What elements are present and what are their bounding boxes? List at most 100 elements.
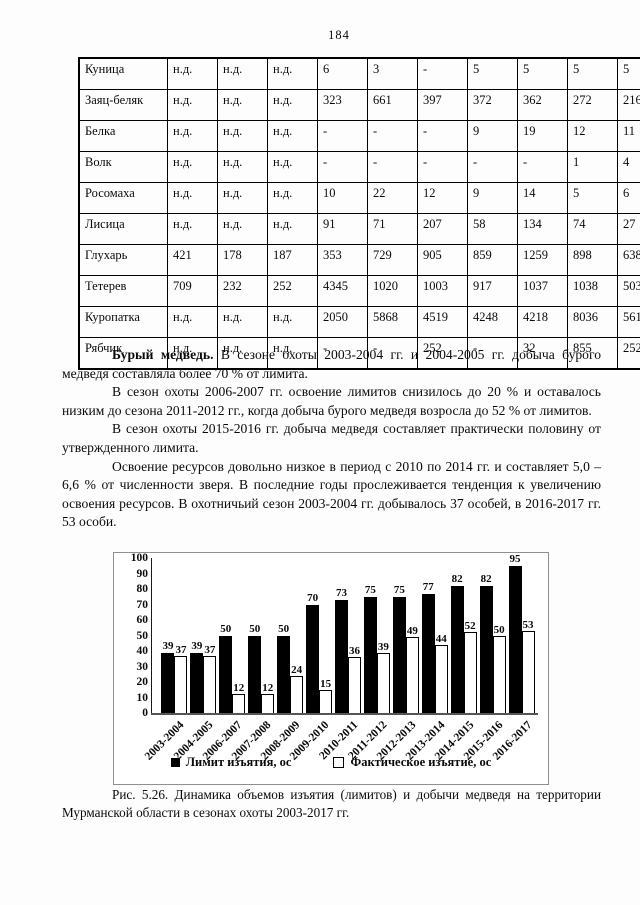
y-axis-tick-label: 20: [136, 676, 149, 688]
table-cell: 5: [567, 182, 618, 214]
bar-value-label: 12: [262, 682, 274, 695]
table-cell: 134: [517, 213, 568, 245]
table-cell: -: [367, 337, 418, 370]
actual-bar: 49: [405, 625, 419, 713]
species-harvest-table: Куница н.д. н.д. н.д. 6 3-5 5 5 5 Заяц-беляк н.д. н…: [78, 57, 640, 370]
table-cell: 10: [317, 182, 368, 214]
chart-legend: Лимит изъятия, ос Фактическое изъятие, ос: [114, 755, 548, 770]
y-axis-tick-label: 40: [136, 645, 149, 657]
table-cell: -: [517, 151, 568, 183]
table-cell: 905: [417, 244, 468, 276]
bar-value-label: 39: [377, 640, 389, 653]
bar-value-label: 50: [220, 622, 232, 635]
table-cell: 1: [567, 151, 618, 183]
table-cell: 1259: [517, 244, 568, 276]
table-cell: 252: [617, 337, 640, 370]
bar-value-label: 37: [175, 643, 187, 656]
bar-group: 39 37: [160, 558, 189, 713]
actual-bar: 24: [290, 664, 304, 713]
bar-value-label: 50: [493, 623, 505, 636]
table-cell: н.д.: [217, 120, 268, 152]
y-axis-tick-label: 10: [136, 691, 149, 704]
species-name-cell: Глухарь: [78, 244, 168, 276]
table-cell: 709: [167, 275, 218, 307]
limit-bar: 39: [190, 640, 204, 713]
y-axis-tick-label: 100: [130, 552, 148, 564]
table-cell: 4248: [467, 306, 518, 338]
actual-bar: 52: [463, 620, 477, 713]
table-cell: 5616: [617, 306, 640, 338]
species-name-cell: Белка: [78, 120, 168, 152]
limit-bar: 82: [450, 573, 464, 713]
table-row: Заяц-беляк н.д. н.д. н.д. 323 661 397 372 362 272…: [78, 89, 640, 121]
table-cell: 22: [367, 182, 418, 214]
body-text: Бурый медведь. В сезоне охоты 2003-2004 …: [62, 346, 601, 532]
table-cell: н.д.: [267, 337, 318, 370]
table-cell: 5: [567, 57, 618, 90]
table-cell: 8036: [567, 306, 618, 338]
table-cell: н.д.: [267, 213, 318, 245]
bar-group: 82 50: [478, 558, 507, 713]
species-name-cell: Волк: [78, 151, 168, 183]
table-row: Тетерев 709 232 252 4345 1020 1003 917 1037 1038 5…: [78, 275, 640, 307]
table-cell: 4519: [417, 306, 468, 338]
paragraph-bear-intro: Бурый медведь. В сезоне охоты 2003-2004 …: [62, 346, 601, 383]
table-cell: 353: [317, 244, 368, 276]
table-cell: 3: [367, 57, 418, 90]
table-cell: 187: [267, 244, 318, 276]
limit-bar: 39: [161, 640, 175, 713]
empty-square-icon: [333, 757, 345, 768]
bar-value-label: 12: [233, 682, 245, 695]
page-number: 184: [328, 28, 350, 42]
bar-group: 39 37: [189, 558, 218, 713]
table-cell: н.д.: [267, 182, 318, 214]
bar-value-label: 39: [162, 639, 174, 652]
table-cell: н.д.: [167, 120, 218, 152]
paragraph-resource-use: Освоение ресурсов довольно низкое в пери…: [62, 458, 601, 530]
actual-bar: 50: [492, 624, 506, 713]
y-axis-tick-label: 30: [136, 660, 149, 673]
table-cell: 5: [617, 57, 640, 90]
table-cell: 91: [317, 213, 368, 245]
table-cell: 19: [517, 120, 568, 152]
bar-value-label: 70: [307, 591, 319, 604]
table-cell: 917: [467, 275, 518, 307]
table-cell: н.д.: [267, 151, 318, 183]
legend-label: Фактическое изъятие, ос: [350, 755, 492, 769]
table-cell: -: [417, 151, 468, 183]
actual-bar: 12: [232, 682, 246, 713]
table-cell: -: [467, 337, 518, 370]
limit-bar: 50: [219, 623, 233, 713]
table-row: Куропатка н.д. н.д. н.д. 2050 5868 4519 4248 421…: [78, 306, 640, 338]
table-cell: 1037: [517, 275, 568, 307]
limit-bar: 73: [334, 587, 348, 713]
species-name-cell: Куропатка: [78, 306, 168, 338]
table-cell: н.д.: [217, 213, 268, 245]
bar-group: 95 53: [507, 553, 536, 713]
bar-group: 50 12: [218, 558, 247, 713]
table-cell: 503: [617, 275, 640, 307]
y-axis-tick-label: 60: [136, 614, 149, 626]
bar-value-label: 82: [480, 572, 492, 585]
bar-value-label: 39: [191, 639, 203, 652]
legend-label: Лимит изъятия, ос: [185, 755, 292, 769]
bar-group: 50 24: [276, 558, 305, 713]
table-cell: 397: [417, 89, 468, 121]
table-cell: н.д.: [217, 306, 268, 338]
limit-bar: 82: [479, 573, 493, 713]
table-cell: 178: [217, 244, 268, 276]
bar-group: 77 44: [420, 558, 449, 713]
table-cell: 1038: [567, 275, 618, 307]
table-cell: 5: [467, 57, 518, 90]
actual-bar: 36: [347, 645, 361, 713]
species-name-cell: Куница: [78, 57, 168, 90]
bar-value-label: 50: [249, 622, 261, 635]
table-cell: н.д.: [267, 89, 318, 121]
limit-bar: 70: [306, 592, 320, 713]
bar-value-label: 73: [335, 586, 347, 599]
table-row: Волк н.д. н.д. н.д. - - - - -1 4: [78, 151, 640, 183]
bar-group: 73 36: [334, 558, 363, 713]
table-cell: 855: [567, 337, 618, 370]
table-cell: 11: [617, 120, 640, 152]
table-cell: 207: [417, 213, 468, 245]
